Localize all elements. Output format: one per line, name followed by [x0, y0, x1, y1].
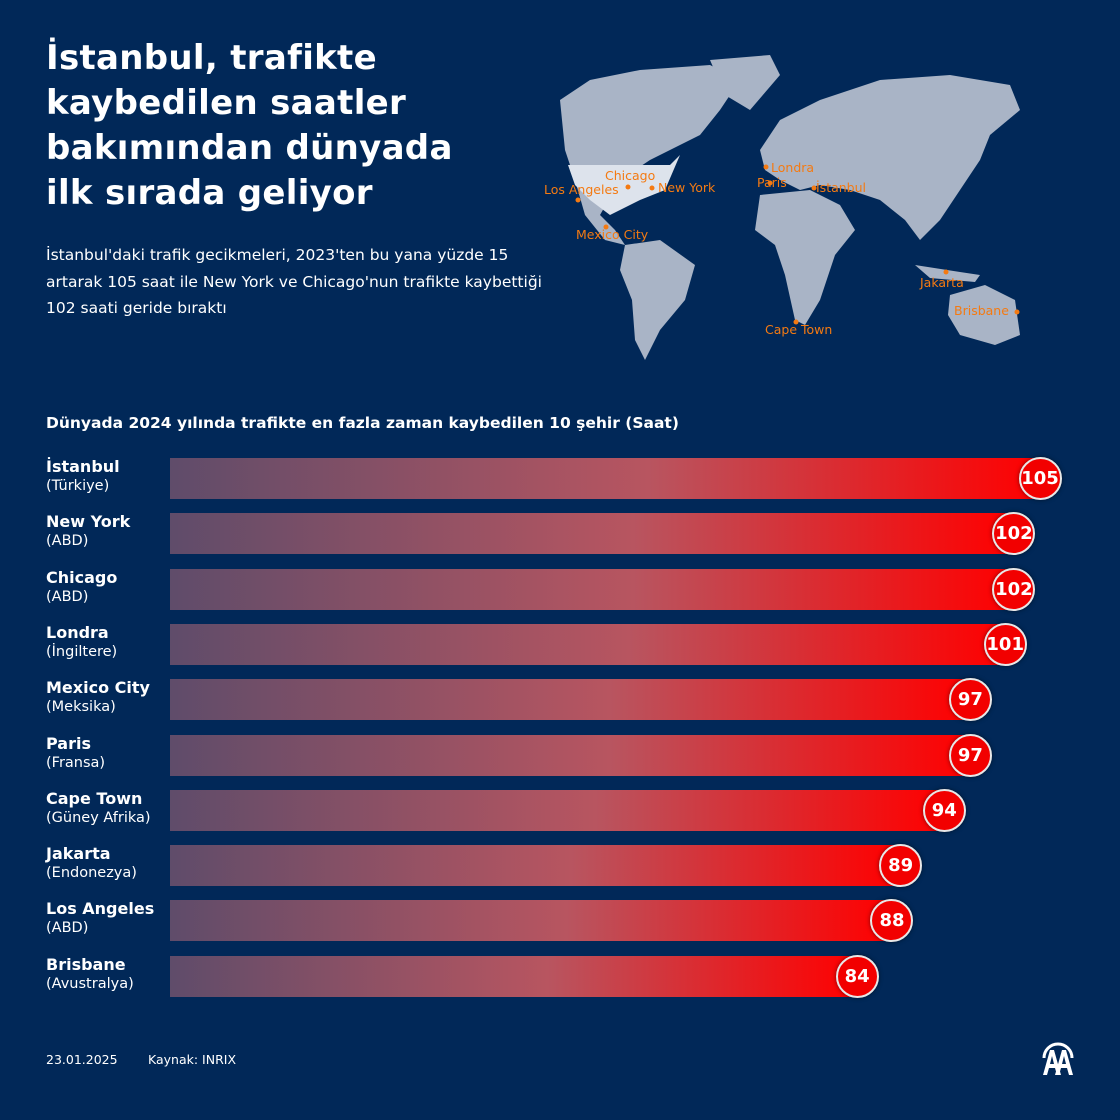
city-name: Chicago — [46, 567, 118, 587]
value-label: 105 — [1018, 457, 1062, 500]
footer-date: 23.01.2025 — [46, 1052, 118, 1067]
bar-row: Jakarta (Endonezya) 89 — [0, 844, 1120, 889]
map-label-chicago: Chicago — [605, 168, 655, 183]
map-label-los-angeles: Los Angeles — [544, 182, 619, 197]
usa-highlight — [568, 155, 680, 215]
south-america — [620, 240, 695, 360]
bar-row: İstanbul (Türkiye) 105 — [0, 457, 1120, 502]
bar — [170, 623, 1005, 665]
continents — [560, 55, 1020, 360]
north-america — [560, 65, 740, 245]
map-label-paris: Paris — [757, 175, 787, 190]
page-title: İstanbul, trafikte kaybedilen saatler ba… — [46, 38, 453, 213]
map-label-cape-town: Cape Town — [765, 322, 832, 337]
city-name: Jakarta — [46, 844, 111, 864]
value-label: 102 — [992, 567, 1036, 611]
country-name: (Meksika) — [46, 699, 116, 716]
bar — [170, 734, 970, 776]
bar — [170, 568, 1014, 610]
map-markers — [575, 164, 1020, 325]
bar-row: Paris (Fransa) 97 — [0, 733, 1120, 779]
country-name: (Avustralya) — [46, 975, 134, 992]
city-name: Londra — [46, 622, 109, 642]
map-label-londra: Londra — [771, 160, 814, 175]
footer-source: Kaynak: INRIX — [148, 1052, 237, 1067]
bar-row: Brisbane (Avustralya) 84 — [0, 954, 1120, 1000]
bar-row: Londra (İngiltere) 101 — [0, 622, 1120, 668]
city-name: Brisbane — [46, 954, 126, 974]
country-name: (ABD) — [46, 920, 89, 937]
bar-row: Cape Town (Güney Afrika) 94 — [0, 788, 1120, 834]
australia — [948, 285, 1020, 345]
bar-row: Mexico City (Meksika) 97 — [0, 678, 1120, 723]
map-label-brisbane: Brisbane — [954, 303, 1009, 318]
bar — [170, 513, 1014, 555]
bar — [170, 458, 1040, 499]
bar — [170, 789, 944, 831]
bar — [170, 679, 970, 721]
country-name: (İngiltere) — [46, 643, 118, 660]
country-name: (ABD) — [46, 588, 89, 605]
bar-row: Chicago (ABD) 102 — [0, 567, 1120, 613]
city-name: İstanbul — [46, 457, 120, 476]
value-label: 97 — [948, 678, 992, 722]
country-name: (Güney Afrika) — [46, 809, 151, 826]
city-name: Cape Town — [46, 788, 143, 808]
bar-row: New York (ABD) 102 — [0, 512, 1120, 557]
map-label-mexico-city: Mexico City — [576, 227, 649, 242]
value-label: 101 — [983, 622, 1027, 666]
chart-title: Dünyada 2024 yılında trafikte en fazla z… — [46, 414, 679, 432]
europe-asia — [760, 75, 1020, 240]
map-label-jakarta: Jakarta — [919, 275, 964, 290]
world-map: Chicago Los Angeles New York Mexico City… — [544, 55, 1020, 360]
city-name: Los Angeles — [46, 899, 155, 919]
bar — [170, 955, 857, 997]
value-label: 97 — [948, 733, 992, 777]
bar — [170, 845, 901, 887]
bar-row: Los Angeles (ABD) 88 — [0, 899, 1120, 944]
page-subtitle: İstanbul'daki trafik gecikmeleri, 2023't… — [46, 246, 542, 317]
africa — [755, 190, 855, 325]
country-name: (ABD) — [46, 533, 89, 550]
value-label: 102 — [992, 512, 1036, 556]
value-label: 89 — [879, 844, 923, 888]
map-label-new-york: New York — [658, 180, 716, 195]
country-name: (Türkiye) — [46, 478, 110, 494]
value-label: 94 — [922, 788, 966, 832]
value-label: 88 — [870, 899, 914, 943]
aa-logo — [1042, 1042, 1074, 1075]
country-name: (Fransa) — [46, 754, 106, 771]
city-name: New York — [46, 512, 131, 532]
city-name: Paris — [46, 733, 91, 753]
country-name: (Endonezya) — [46, 865, 137, 882]
greenland — [710, 55, 780, 110]
value-label: 84 — [835, 954, 879, 998]
bar — [170, 900, 892, 942]
map-label-istanbul: İstanbul — [816, 180, 866, 195]
city-name: Mexico City — [46, 678, 150, 698]
